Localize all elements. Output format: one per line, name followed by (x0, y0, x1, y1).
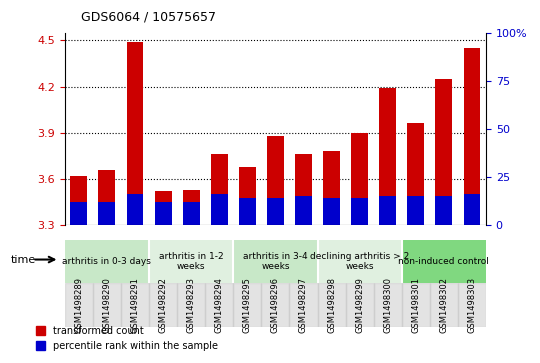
Bar (407, 196, 424, 225)
Bar (154, 191, 172, 225)
Bar (126, 42, 144, 225)
Text: time: time (11, 254, 36, 265)
Bar (239, 167, 256, 225)
Text: declining arthritis > 2
weeks: declining arthritis > 2 weeks (310, 252, 409, 271)
Bar (126, 194, 144, 225)
Bar (435, 196, 453, 225)
Bar (239, 198, 256, 225)
Text: GSM1498302: GSM1498302 (440, 277, 448, 333)
Bar (289, 283, 318, 327)
Text: non-induced control: non-induced control (399, 257, 489, 266)
Bar (379, 196, 396, 225)
Bar (65, 283, 93, 327)
Bar (70, 202, 87, 225)
Bar (463, 194, 481, 225)
Bar (323, 151, 340, 225)
Text: GSM1498294: GSM1498294 (215, 277, 224, 333)
Bar (98, 170, 116, 225)
Text: GSM1498295: GSM1498295 (243, 277, 252, 333)
Bar (351, 198, 368, 225)
Text: GSM1498293: GSM1498293 (187, 277, 195, 333)
Text: arthritis in 1-2
weeks: arthritis in 1-2 weeks (159, 252, 224, 271)
Bar (379, 88, 396, 225)
Bar (323, 198, 340, 225)
Bar (318, 283, 346, 327)
Bar (430, 283, 458, 327)
Bar (351, 133, 368, 225)
Bar (402, 283, 430, 327)
Text: arthritis in 3-4
weeks: arthritis in 3-4 weeks (243, 252, 308, 271)
Bar (149, 240, 233, 283)
Bar (295, 154, 312, 225)
Bar (149, 283, 177, 327)
Text: GSM1498298: GSM1498298 (327, 277, 336, 333)
Text: GSM1498299: GSM1498299 (355, 277, 364, 333)
Text: GSM1498291: GSM1498291 (131, 277, 139, 333)
Bar (318, 240, 402, 283)
Bar (205, 283, 233, 327)
Bar (435, 79, 453, 225)
Bar (233, 283, 261, 327)
Text: arthritis in 0-3 days: arthritis in 0-3 days (63, 257, 151, 266)
Bar (463, 48, 481, 225)
Bar (183, 189, 200, 225)
Bar (154, 202, 172, 225)
Bar (183, 202, 200, 225)
Text: GSM1498297: GSM1498297 (299, 277, 308, 333)
Text: GSM1498301: GSM1498301 (411, 277, 420, 333)
Bar (346, 283, 374, 327)
Bar (70, 176, 87, 225)
Bar (407, 123, 424, 225)
Text: GSM1498292: GSM1498292 (159, 277, 167, 333)
Text: GSM1498300: GSM1498300 (383, 277, 392, 333)
Bar (295, 196, 312, 225)
Text: GSM1498303: GSM1498303 (468, 277, 476, 333)
Text: GDS6064 / 10575657: GDS6064 / 10575657 (81, 11, 216, 24)
Bar (65, 240, 149, 283)
Text: GSM1498289: GSM1498289 (75, 277, 83, 333)
Bar (374, 283, 402, 327)
Bar (211, 154, 228, 225)
Text: GSM1498296: GSM1498296 (271, 277, 280, 333)
Text: GSM1498290: GSM1498290 (103, 277, 111, 333)
Bar (402, 240, 486, 283)
Bar (98, 202, 116, 225)
Bar (233, 240, 318, 283)
Bar (177, 283, 205, 327)
Legend: transformed count, percentile rank within the sample: transformed count, percentile rank withi… (32, 322, 222, 355)
Bar (93, 283, 121, 327)
Bar (267, 198, 284, 225)
Bar (458, 283, 486, 327)
Bar (267, 136, 284, 225)
Bar (211, 194, 228, 225)
Bar (121, 283, 149, 327)
Bar (261, 283, 289, 327)
